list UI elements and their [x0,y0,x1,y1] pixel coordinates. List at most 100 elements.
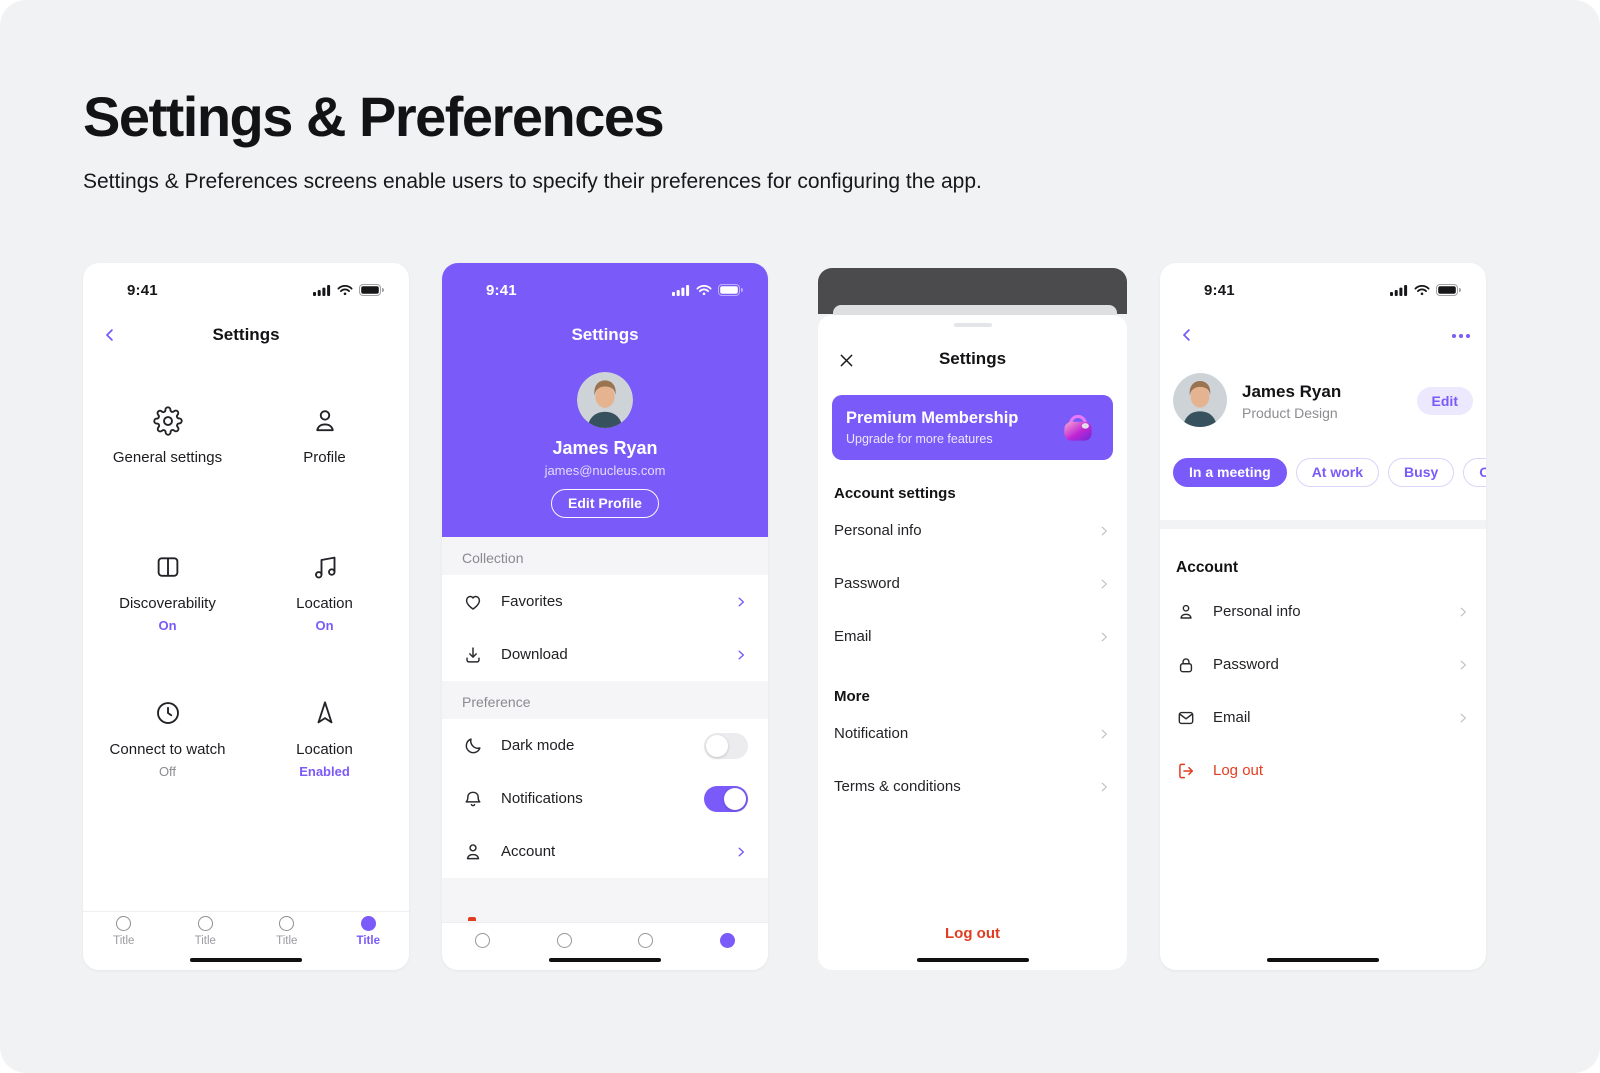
row-notification[interactable]: Notification [818,707,1127,760]
status-bar: 9:41 [1160,263,1486,301]
chevron-right-icon [1456,658,1470,672]
row-label: Email [1213,709,1251,726]
status-time: 9:41 [486,281,517,299]
status-time: 9:41 [1204,281,1235,299]
tab-circle-icon [197,916,213,931]
home-indicator[interactable] [1267,957,1379,962]
grid-item-discoverability[interactable]: Discoverability On [89,551,246,633]
settings-grid: General settings Profile Discoverability… [83,405,409,779]
row-notifications[interactable]: Notifications [442,772,768,825]
nav-bar: Settings [83,325,409,349]
user-icon [310,405,340,437]
pagination-bar [442,922,768,970]
user-icon [462,841,484,863]
signal-icon [672,284,690,296]
grid-item-connect-to-watch[interactable]: Connect to watch Off [89,697,246,779]
settings-sheet: Settings Premium Membership Upgrade for … [818,315,1127,970]
log-out-button[interactable]: Log out [945,925,1000,942]
page-dot-4-active[interactable] [687,923,769,970]
tab-circle-icon [116,916,132,931]
grid-item-label: Profile [303,449,346,466]
chip-in-a-meeting[interactable]: In a meeting [1173,458,1287,487]
drag-handle[interactable] [953,323,992,327]
tab-3[interactable]: Title [246,912,328,970]
collection-rows: Favorites Download [442,575,768,681]
home-indicator[interactable] [549,957,661,962]
chip-out-sick[interactable]: Out sick [1463,458,1486,487]
row-password[interactable]: Password [818,557,1127,610]
row-label: Log out [1213,762,1264,779]
page-dot-3[interactable] [605,923,687,970]
bag-3d-icon [1057,407,1099,449]
back-icon[interactable] [101,326,119,344]
page-dot-1[interactable] [442,923,524,970]
tab-circle-icon [360,916,376,931]
grid-item-status: On [315,618,334,633]
clock-icon [153,697,183,729]
chip-at-work[interactable]: At work [1295,458,1380,487]
row-password[interactable]: Password [1160,638,1486,691]
toggle-knob [724,787,746,810]
preference-rows: Dark mode Notifications Account [442,719,768,878]
back-icon[interactable] [1178,326,1196,344]
sheet-nav-bar: Settings [818,349,1127,373]
page-title: Settings & Preferences [83,85,665,148]
battery-icon [359,284,384,296]
home-indicator[interactable] [190,957,302,962]
avatar [577,372,633,428]
stacked-sheet-layer [833,305,1117,315]
notifications-toggle[interactable] [704,785,748,812]
row-label: Notifications [501,790,583,807]
screen-title: Settings [212,325,280,344]
grid-item-label: Connect to watch [109,741,226,758]
edit-button[interactable]: Edit [1416,387,1473,415]
profile-name: James Ryan [1242,381,1342,401]
row-download[interactable]: Download [442,628,768,681]
close-icon[interactable] [837,351,856,370]
tab-label: Title [113,935,135,947]
tab-circle-icon [279,916,295,931]
grid-item-location-nav[interactable]: Location Enabled [246,697,403,779]
chevron-right-icon [1456,711,1470,725]
page-dot-2[interactable] [524,923,606,970]
home-indicator[interactable] [916,957,1029,962]
tab-1[interactable]: Title [83,912,165,970]
row-personal-info[interactable]: Personal info [1160,585,1486,638]
grid-item-label: Location [296,595,353,612]
user-icon [1176,602,1196,622]
dark-mode-toggle[interactable] [704,732,748,759]
profile-header: 9:41 Settings James Ryan james@nucleus.c… [442,263,768,537]
edit-profile-button[interactable]: Edit Profile [551,489,659,518]
battery-icon [1436,284,1461,296]
premium-membership-card[interactable]: Premium Membership Upgrade for more feat… [832,395,1113,460]
row-account[interactable]: Account [442,825,768,878]
nav-bar: Settings [442,325,768,349]
row-personal-info[interactable]: Personal info [818,504,1127,557]
row-favorites[interactable]: Favorites [442,575,768,628]
tab-2[interactable]: Title [165,912,247,970]
battery-icon [718,284,743,296]
grid-item-status: Off [158,764,177,779]
row-dark-mode[interactable]: Dark mode [442,719,768,772]
row-email[interactable]: Email [1160,691,1486,744]
row-email[interactable]: Email [818,610,1127,663]
lock-icon [1176,655,1196,675]
grid-item-label: Location [296,741,353,758]
grid-item-profile[interactable]: Profile [246,405,403,487]
chip-busy[interactable]: Busy [1388,458,1455,487]
phone-screen-settings-grid: 9:41 Settings General settings Profile [83,263,409,970]
profile-role: Product Design [1242,404,1338,421]
row-log-out[interactable]: Log out [1160,744,1486,797]
download-icon [462,644,484,666]
row-label: Personal info [834,522,922,539]
signal-icon [313,284,331,296]
wifi-icon [696,284,712,296]
tab-label: Title [194,935,216,947]
heart-icon [462,591,484,613]
chevron-right-icon [1097,780,1111,794]
tab-4-active[interactable]: Title [328,912,410,970]
grid-item-general-settings[interactable]: General settings [89,405,246,487]
row-terms-conditions[interactable]: Terms & conditions [818,760,1127,813]
grid-item-location-music[interactable]: Location On [246,551,403,633]
more-options-icon[interactable] [1452,334,1470,338]
